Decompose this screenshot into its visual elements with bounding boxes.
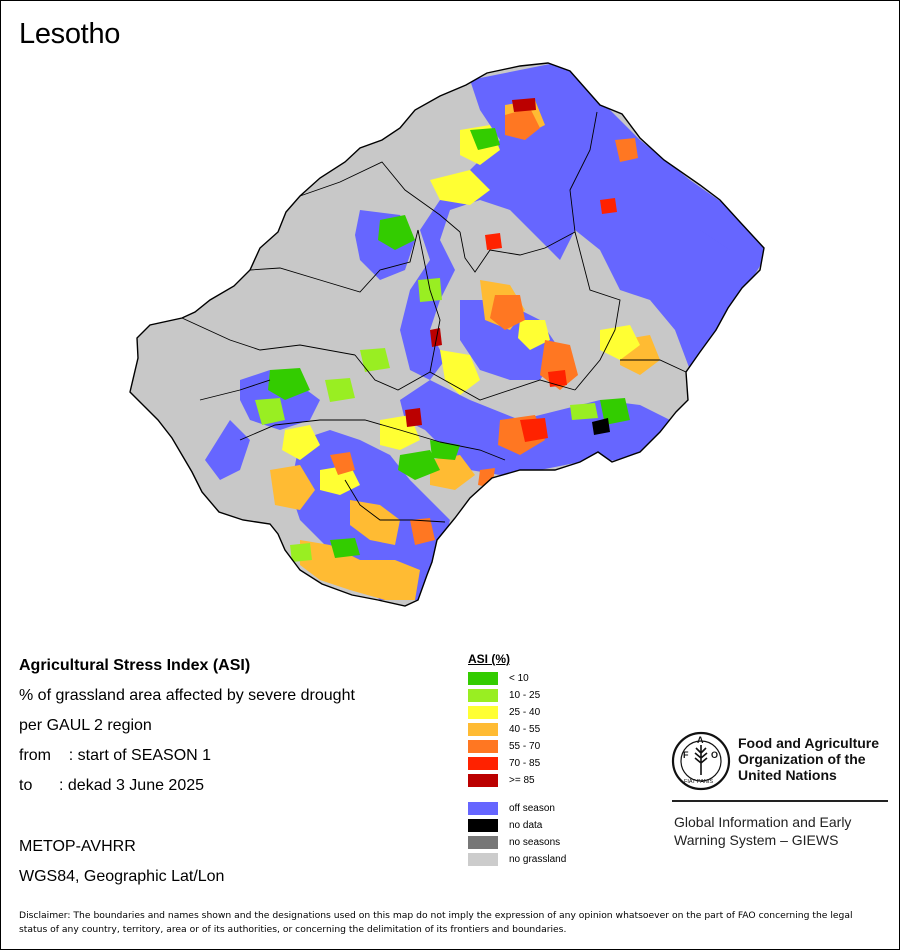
map-title: Lesotho [19, 18, 121, 50]
giews-label: Global Information and Early Warning Sys… [674, 813, 851, 849]
legend-item: 70 - 85 [468, 756, 540, 770]
legend-label: 55 - 70 [509, 740, 541, 752]
legend-item: 25 - 40 [468, 705, 540, 719]
legend-label: no data [509, 819, 543, 831]
giews-line2: Warning System – GIEWS [674, 832, 839, 848]
legend-swatch [468, 705, 498, 719]
legend-item: 10 - 25 [468, 688, 540, 702]
legend-item: off season [468, 801, 555, 815]
asi-lt-10-areas [268, 128, 630, 558]
period-from: from : start of SEASON 1 [19, 747, 212, 764]
legend-label: no seasons [509, 836, 561, 848]
legend-label: 40 - 55 [509, 723, 541, 735]
legend-swatch [468, 722, 498, 736]
country-outline [129, 62, 765, 607]
legend-item: >= 85 [468, 773, 535, 787]
disclaimer-text: Disclaimer: The boundaries and names sho… [19, 910, 853, 935]
index-description-line2: per GAUL 2 region [19, 717, 152, 734]
district-boundaries [181, 111, 687, 523]
legend-swatch [468, 671, 498, 685]
legend-item: < 10 [468, 671, 529, 685]
legend-item: no grassland [468, 852, 566, 866]
legend-title: ASI (%) [468, 652, 510, 666]
legend-swatch [468, 739, 498, 753]
no-data-area [592, 418, 610, 435]
fao-logo-icon: F O A FIAT PANIS [671, 731, 731, 791]
legend-label: >= 85 [509, 774, 535, 786]
legend-swatch [468, 801, 498, 815]
legend-label: 25 - 40 [509, 706, 541, 718]
fao-name-line2: Organization of the [738, 751, 866, 767]
legend-label: off season [509, 802, 555, 814]
legend-swatch [468, 852, 498, 866]
fao-logo-motto: FIAT PANIS [684, 779, 713, 785]
fao-name-line3: United Nations [738, 767, 837, 783]
legend-item: 40 - 55 [468, 722, 540, 736]
legend-label: no grassland [509, 853, 567, 865]
legend-label: 70 - 85 [509, 757, 541, 769]
fao-logo-letter-o: O [711, 750, 718, 760]
fao-logo-letter-a: A [697, 735, 704, 745]
legend-item: 55 - 70 [468, 739, 540, 753]
projection-label: WGS84, Geographic Lat/Lon [19, 868, 225, 885]
fao-name-line1: Food and Agriculture [738, 735, 880, 751]
legend-swatch [468, 818, 498, 832]
sensor-label: METOP-AVHRR [19, 838, 136, 855]
fao-name: Food and Agriculture Organization of the… [738, 735, 879, 783]
legend-swatch [468, 688, 498, 702]
fao-logo-letter-f: F [683, 750, 689, 760]
legend-swatch [468, 773, 498, 787]
period-to: to : dekad 3 June 2025 [19, 777, 205, 794]
legend-item: no data [468, 818, 542, 832]
fao-divider [672, 800, 888, 802]
legend-label: 10 - 25 [509, 689, 541, 701]
legend-swatch [468, 756, 498, 770]
giews-line1: Global Information and Early [674, 814, 852, 830]
legend-item: no seasons [468, 835, 560, 849]
asi-ge-85-areas [405, 98, 536, 427]
index-heading: Agricultural Stress Index (ASI) [19, 657, 251, 674]
asi-70-85-areas [485, 198, 617, 442]
asi-10-25-areas [255, 278, 598, 562]
legend-swatch [468, 835, 498, 849]
lesotho-map [129, 62, 765, 607]
index-description-line1: % of grassland area affected by severe d… [19, 687, 355, 704]
legend-label: < 10 [509, 672, 529, 684]
